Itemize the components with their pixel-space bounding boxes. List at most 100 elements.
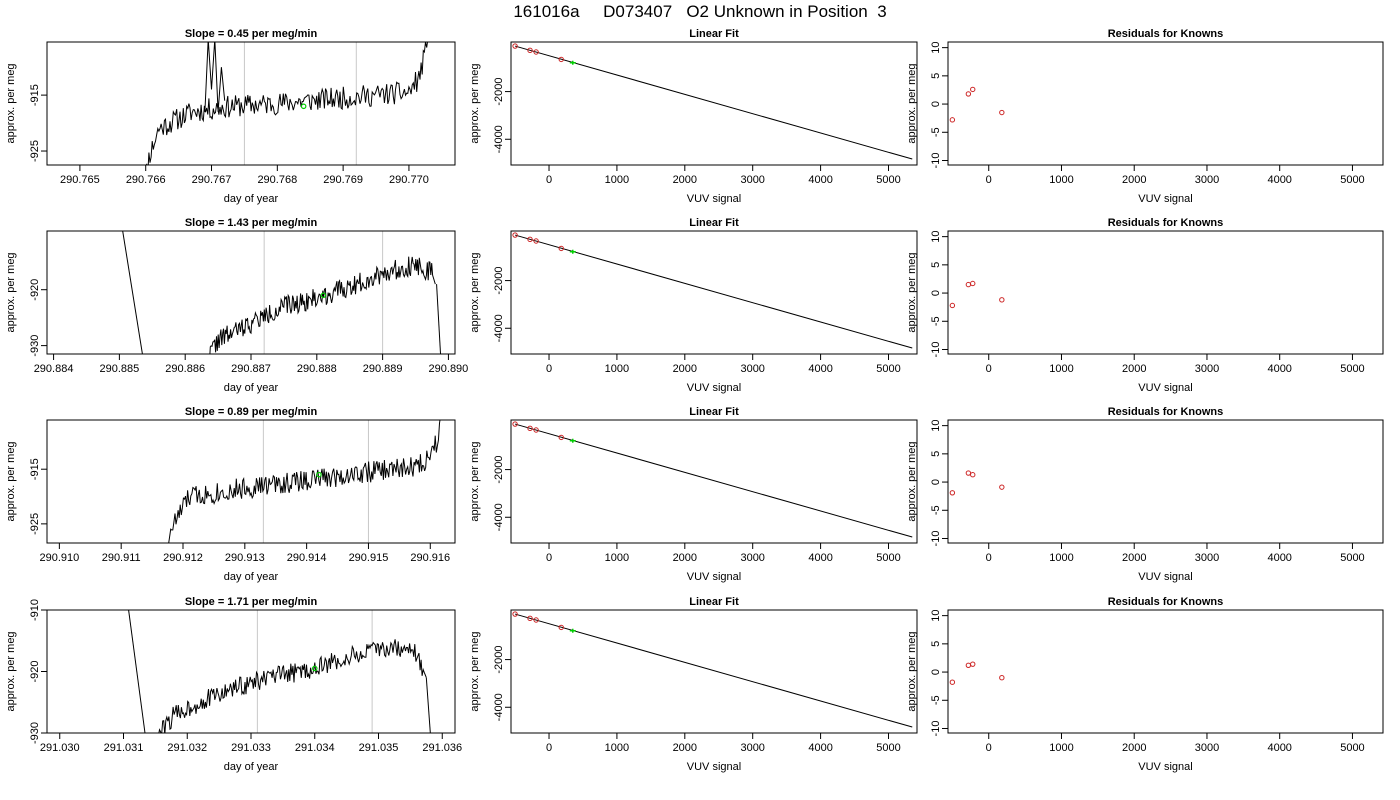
y-tick-label: 5 <box>930 451 942 457</box>
y-tick-label: -930 <box>29 335 41 357</box>
signal-edge-line <box>425 677 431 733</box>
residual-point <box>970 280 976 287</box>
x-tick-label: 290.912 <box>163 552 203 564</box>
plot-area <box>122 231 442 354</box>
plot-area <box>128 610 431 733</box>
x-tick-label: 1000 <box>605 363 629 375</box>
plot-area <box>146 42 428 165</box>
known-point <box>527 425 533 432</box>
x-tick-label: 2000 <box>1122 552 1146 564</box>
panel-fit-row-3: Linear Fit 0 1000 2000 3000 4000 5000 -2000 -400… <box>469 406 918 583</box>
known-point <box>533 49 539 55</box>
x-tick-label: 290.915 <box>349 552 389 564</box>
known-point <box>533 427 539 433</box>
panel-title: Linear Fit <box>689 28 739 40</box>
x-tick-label: 5000 <box>876 742 900 754</box>
panel-frame <box>510 609 918 734</box>
known-point <box>558 56 564 63</box>
known-point <box>512 611 518 617</box>
x-tick-label: 5000 <box>876 363 900 375</box>
fit-line <box>514 234 913 349</box>
y-axis-label: approx. per meg <box>906 252 918 332</box>
known-point <box>527 236 533 243</box>
x-tick-label: 3000 <box>740 174 764 186</box>
x-tick-label: 290.888 <box>297 363 337 375</box>
plot-area <box>512 611 913 728</box>
known-point <box>558 434 564 441</box>
x-tick-label: 4000 <box>808 363 832 375</box>
residual-point <box>999 484 1005 490</box>
y-tick-label: 10 <box>930 420 942 432</box>
residual-point <box>949 302 956 309</box>
x-tick-label: 0 <box>986 742 992 754</box>
y-tick-label: -920 <box>29 279 41 301</box>
y-axis-label: approx. per meg <box>469 63 481 143</box>
panel-title: Residuals for Knowns <box>1108 217 1224 229</box>
residual-point <box>999 297 1005 303</box>
panel-frame <box>46 41 456 166</box>
y-tick-label: -4000 <box>493 314 505 342</box>
x-tick-label: 2000 <box>673 552 697 564</box>
x-tick-label: 4000 <box>1267 363 1291 375</box>
x-tick-label: 290.886 <box>165 363 205 375</box>
x-tick-label: 5000 <box>1340 742 1364 754</box>
known-point <box>512 232 518 238</box>
y-axis-label: approx. per meg <box>5 63 17 143</box>
unknown-marker <box>316 471 322 478</box>
y-axis-label: approx. per meg <box>5 631 17 711</box>
y-tick-label: -915 <box>29 458 41 480</box>
x-tick-label: 5000 <box>1340 363 1364 375</box>
x-tick-label: 290.765 <box>60 174 100 186</box>
panel-title: Linear Fit <box>689 217 739 229</box>
x-tick-label: 5000 <box>876 552 900 564</box>
x-tick-label: 5000 <box>1340 174 1364 186</box>
panel-title: Linear Fit <box>689 596 739 608</box>
plot-area <box>949 86 1005 123</box>
y-tick-label: -5 <box>930 127 942 137</box>
plot-area <box>512 421 913 538</box>
y-tick-label: 10 <box>930 610 942 622</box>
x-tick-label: 290.887 <box>231 363 271 375</box>
x-tick-label: 3000 <box>740 742 764 754</box>
panel-frame <box>46 419 456 544</box>
x-tick-label: 1000 <box>605 552 629 564</box>
x-tick-label: 291.030 <box>40 742 80 754</box>
unknown-marker <box>320 292 327 299</box>
x-tick-label: 290.767 <box>192 174 232 186</box>
y-tick-label: -10 <box>930 531 942 547</box>
signal-trace <box>168 420 441 543</box>
y-axis-label: approx. per meg <box>5 252 17 332</box>
x-tick-label: 290.914 <box>287 552 327 564</box>
panel-fit-row-4: Linear Fit 0 1000 2000 3000 4000 5000 -2000 -400… <box>469 596 918 773</box>
x-tick-label: 0 <box>986 363 992 375</box>
x-tick-label: 2000 <box>673 742 697 754</box>
x-tick-label: 290.916 <box>410 552 450 564</box>
x-tick-label: 4000 <box>808 742 832 754</box>
x-tick-label: 0 <box>986 552 992 564</box>
y-tick-label: -5 <box>930 316 942 326</box>
residual-point <box>949 117 956 123</box>
x-tick-label: 4000 <box>1267 552 1291 564</box>
x-tick-label: 291.032 <box>167 742 207 754</box>
y-tick-label: -10 <box>930 721 942 737</box>
panel-title: Slope = 1.43 per meg/min <box>185 217 318 229</box>
residual-point <box>970 661 976 667</box>
y-tick-label: -2000 <box>493 267 505 295</box>
x-tick-label: 290.766 <box>126 174 166 186</box>
x-tick-label: 290.884 <box>34 363 74 375</box>
y-tick-label: -925 <box>29 140 41 162</box>
x-tick-label: 290.769 <box>323 174 363 186</box>
y-tick-label: -5 <box>930 505 942 515</box>
residual-point <box>970 86 976 93</box>
panel-title: Linear Fit <box>689 406 739 418</box>
x-tick-label: 290.910 <box>39 552 79 564</box>
signal-edge-line <box>128 610 146 733</box>
panel-title: Slope = 0.89 per meg/min <box>185 406 318 418</box>
known-point <box>558 245 564 252</box>
x-axis-label: day of year <box>224 193 279 205</box>
x-tick-label: 5000 <box>876 174 900 186</box>
panel-frame <box>947 230 1384 355</box>
signal-edge-line <box>436 284 442 354</box>
x-axis-label: VUV signal <box>1138 761 1192 773</box>
residual-point <box>949 490 956 496</box>
